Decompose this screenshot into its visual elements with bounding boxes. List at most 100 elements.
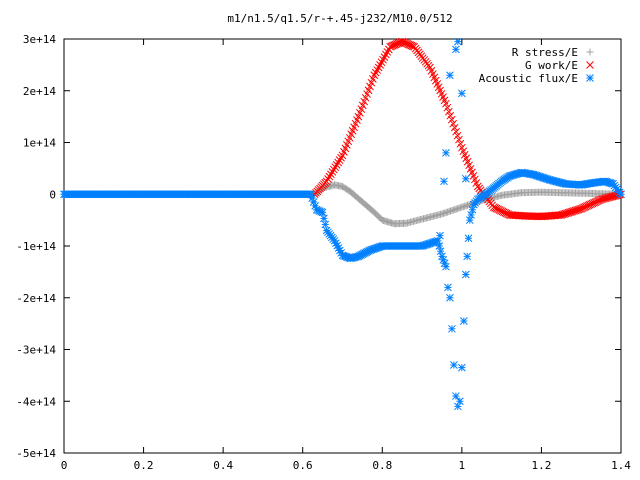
x-tick-label: 1.4 — [611, 459, 631, 472]
data-point — [452, 392, 460, 400]
data-point — [393, 40, 401, 48]
data-point — [573, 206, 581, 214]
data-point — [442, 262, 450, 271]
data-point — [404, 40, 413, 49]
plot-area — [60, 37, 625, 411]
data-point — [449, 119, 458, 128]
legend-marker — [586, 74, 594, 82]
data-point — [468, 205, 477, 214]
data-point — [456, 397, 464, 406]
legend-label: Acoustic flux/E — [479, 72, 578, 85]
data-point-outlier — [461, 174, 470, 183]
data-point — [399, 38, 408, 47]
data-point — [560, 210, 569, 218]
y-tick-label: 1e+14 — [23, 137, 56, 150]
y-tick-label: -3e+14 — [16, 344, 56, 357]
data-point — [565, 208, 574, 217]
data-point — [571, 206, 580, 215]
data-point — [327, 170, 335, 179]
x-tick-label: 1.2 — [531, 459, 551, 472]
data-point-outlier — [452, 45, 460, 54]
data-point — [450, 123, 459, 132]
series-1 — [310, 37, 625, 221]
data-point — [387, 42, 396, 51]
data-point-outlier — [446, 71, 454, 80]
data-point — [322, 177, 331, 186]
data-point — [563, 209, 571, 218]
data-point — [444, 107, 453, 116]
data-point — [446, 111, 455, 120]
y-tick-label: 3e+14 — [23, 33, 56, 46]
data-point — [568, 207, 577, 216]
data-point — [617, 190, 625, 199]
legend-marker — [586, 61, 594, 69]
y-tick-label: 2e+14 — [23, 85, 56, 98]
data-point — [452, 127, 460, 136]
data-point — [595, 196, 604, 204]
y-tick-label: -4e+14 — [16, 395, 56, 408]
data-point — [389, 41, 397, 50]
data-point — [390, 41, 399, 49]
data-point — [442, 99, 450, 108]
data-point — [443, 103, 452, 112]
data-point — [453, 131, 462, 140]
data-point — [458, 363, 466, 372]
data-point — [564, 208, 573, 217]
data-point — [324, 175, 332, 183]
data-point — [447, 115, 456, 124]
data-point — [320, 214, 328, 223]
x-tick-label: 0 — [61, 459, 68, 472]
data-point — [403, 40, 412, 48]
data-point — [448, 324, 456, 333]
data-point-outlier — [454, 37, 462, 46]
data-point — [436, 247, 445, 256]
axes: 0 0.2 0.4 0.6 0.8 1 1.2 1.4 3e+14 2e+14 1e+14 0 -1e+… — [16, 33, 631, 472]
data-point — [325, 172, 334, 181]
data-point — [465, 216, 474, 224]
data-point — [435, 242, 444, 250]
data-point — [391, 40, 400, 49]
legend-label: R stress/E — [512, 46, 578, 59]
data-point — [318, 208, 327, 217]
data-point — [446, 293, 454, 302]
data-point — [337, 153, 345, 162]
x-tick-label: 0.2 — [134, 459, 154, 472]
data-point — [557, 211, 566, 219]
data-point — [558, 210, 567, 219]
x-tick-label: 0.6 — [293, 459, 313, 472]
data-point — [464, 234, 473, 243]
data-point — [574, 205, 583, 214]
data-point — [398, 37, 407, 46]
data-point — [467, 211, 475, 219]
data-point — [329, 165, 338, 174]
data-point — [461, 270, 470, 279]
data-point — [331, 163, 340, 172]
data-point — [575, 205, 584, 214]
legend-marker — [586, 48, 594, 56]
data-point — [386, 42, 395, 51]
y-tick-label: 0 — [49, 188, 56, 201]
data-point — [570, 207, 578, 215]
data-point-outlier — [442, 148, 450, 157]
data-point — [459, 317, 468, 325]
data-point — [567, 207, 576, 216]
legend-label: G work/E — [525, 59, 578, 72]
y-tick-label: -2e+14 — [16, 292, 56, 305]
data-point — [463, 252, 472, 261]
data-point — [335, 156, 344, 164]
data-point — [450, 361, 458, 369]
data-point-outlier — [436, 231, 444, 240]
data-point-outlier — [440, 177, 448, 186]
series-0 — [60, 181, 625, 228]
data-point — [444, 283, 452, 292]
chart-title: m1/n1.5/q1.5/r-+.45-j232/M10.0/512 — [227, 12, 452, 25]
data-point-outlier — [458, 89, 466, 98]
x-tick-label: 0.8 — [372, 459, 392, 472]
data-point — [561, 209, 570, 218]
data-point — [456, 139, 465, 148]
x-tick-label: 0.4 — [213, 459, 233, 472]
data-point — [455, 135, 463, 144]
data-point — [332, 160, 341, 169]
